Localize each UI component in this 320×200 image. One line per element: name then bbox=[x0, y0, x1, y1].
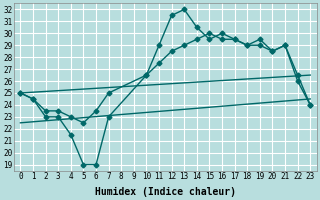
X-axis label: Humidex (Indice chaleur): Humidex (Indice chaleur) bbox=[95, 186, 236, 197]
